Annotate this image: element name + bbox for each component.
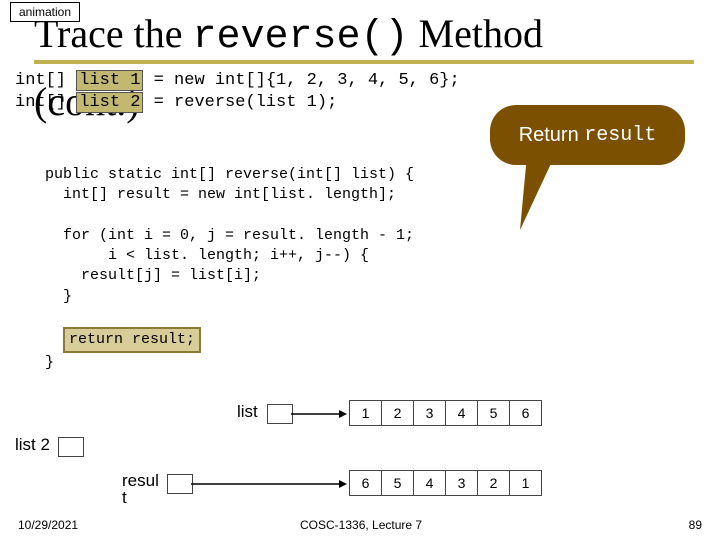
callout-bubble: Return result [490, 105, 685, 165]
list-array: 1 2 3 4 5 6 [350, 400, 542, 426]
result-array: 6 5 4 3 2 1 [350, 470, 542, 496]
setup2a: int[] [15, 93, 76, 112]
list-arrow [291, 404, 351, 424]
list2-ref-box [58, 437, 84, 457]
setup2-hl: list 2 [76, 92, 143, 113]
list-cell: 5 [477, 400, 510, 426]
result-label: resul t [122, 472, 159, 506]
result-cell: 5 [381, 470, 414, 496]
setup-code: int[] list 1 = new int[]{1, 2, 3, 4, 5, … [15, 70, 460, 114]
list-cell: 6 [509, 400, 542, 426]
list-label: list [237, 402, 258, 422]
title-underline [34, 60, 694, 64]
list-cell: 1 [349, 400, 382, 426]
list-cell: 3 [413, 400, 446, 426]
result-cell: 4 [413, 470, 446, 496]
setup1-hl: list 1 [76, 70, 143, 91]
return-highlight: return result; [63, 327, 201, 353]
result-cell: 2 [477, 470, 510, 496]
list-cell: 4 [445, 400, 478, 426]
footer-center: COSC-1336, Lecture 7 [300, 518, 422, 532]
list-cell: 2 [381, 400, 414, 426]
slide-title: Trace the reverse() Method [34, 10, 543, 60]
close-brace: } [45, 354, 54, 371]
result-cell: 1 [509, 470, 542, 496]
bubble-tail [520, 155, 555, 230]
result-ref-box [167, 474, 193, 494]
setup2b: = reverse(list 1); [143, 93, 337, 112]
setup1a: int[] [15, 71, 76, 90]
list2-label: list 2 [15, 435, 50, 455]
result-cell: 6 [349, 470, 382, 496]
result-cell: 3 [445, 470, 478, 496]
bubble-text-b: result [584, 124, 656, 147]
setup1b: = new int[]{1, 2, 3, 4, 5, 6}; [143, 71, 459, 90]
footer-date: 10/29/2021 [18, 518, 78, 532]
title-text-2: Method [409, 11, 543, 56]
bubble-text-a: Return [519, 124, 579, 147]
method-code: public static int[] reverse(int[] list) … [45, 165, 414, 374]
footer-page: 89 [689, 518, 702, 532]
animation-tag: animation [10, 2, 80, 22]
list-ref-box [267, 404, 293, 424]
code-lines: public static int[] reverse(int[] list) … [45, 166, 414, 305]
result-arrow [191, 474, 351, 494]
title-mono: reverse() [192, 15, 408, 60]
